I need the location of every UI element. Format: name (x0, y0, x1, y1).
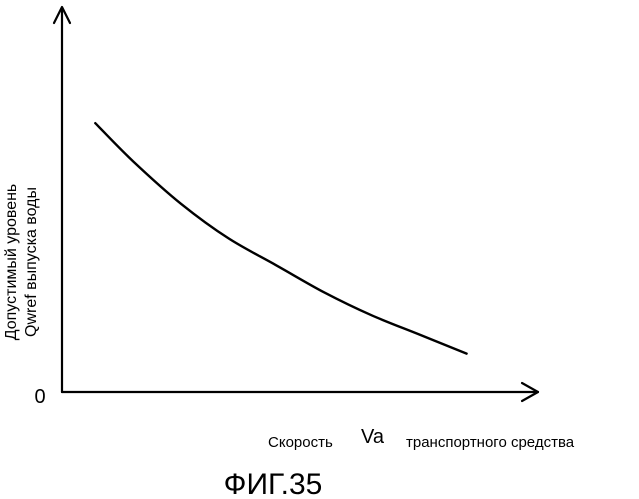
x-axis-label: Скорость Va транспортного средства (268, 426, 575, 451)
y-axis-label-line-1: Допустимый уровень (3, 184, 20, 341)
x-axis-label-symbol: Va (361, 426, 385, 448)
x-axis (62, 383, 538, 401)
x-axis-label-suffix: транспортного средства (406, 434, 575, 451)
series-line (95, 123, 466, 353)
y-axis-label-line-2: Qwref выпуска воды (23, 187, 40, 337)
x-axis-label-prefix: Скорость (268, 434, 333, 451)
figure-caption: ФИГ.35 (224, 468, 323, 499)
y-axis (54, 7, 70, 392)
y-axis-label: Допустимый уровень Qwref выпуска воды (3, 184, 40, 341)
origin-label: 0 (34, 386, 45, 408)
